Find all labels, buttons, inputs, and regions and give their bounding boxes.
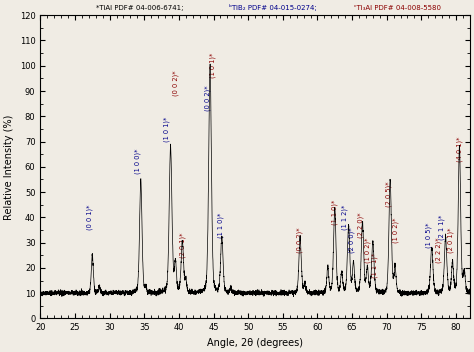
- Text: ᶜTi₃Al PDF# 04-008-5580: ᶜTi₃Al PDF# 04-008-5580: [354, 5, 441, 11]
- Text: (1 0 2)*: (1 0 2)*: [392, 217, 399, 243]
- X-axis label: Angle, 2θ (degrees): Angle, 2θ (degrees): [207, 338, 303, 348]
- Text: (1 1 1)*: (1 1 1)*: [372, 253, 378, 278]
- Text: (1 0 1)*: (1 0 1)*: [164, 116, 170, 142]
- Text: (2 0 0)*: (2 0 0)*: [349, 227, 356, 253]
- Text: (2 0 1)*: (2 0 1)*: [447, 227, 454, 253]
- Text: (1 0 0)*: (1 0 0)*: [134, 149, 141, 174]
- Text: (2 1 1)*: (2 1 1)*: [439, 215, 446, 240]
- Text: (4 0 1)*: (4 0 1)*: [456, 136, 463, 162]
- Text: (0 0 1)*: (0 0 1)*: [87, 205, 93, 230]
- Text: (1 0 1)*: (1 0 1)*: [210, 53, 216, 78]
- Text: (2 0 1)*: (2 0 1)*: [179, 232, 186, 258]
- Text: *TiAl PDF# 04-006-6741;: *TiAl PDF# 04-006-6741;: [96, 5, 186, 11]
- Text: (1 1 0)*: (1 1 0)*: [331, 200, 338, 225]
- Text: (2 0 5)*: (2 0 5)*: [385, 182, 392, 207]
- Text: (1 1 2)*: (1 1 2)*: [342, 205, 348, 230]
- Text: (0 0 2)*: (0 0 2)*: [297, 227, 303, 253]
- Text: (0 0 2)*: (0 0 2)*: [205, 86, 211, 111]
- Text: (1 0 5)*: (1 0 5)*: [425, 222, 431, 248]
- Y-axis label: Relative Intensity (%): Relative Intensity (%): [4, 114, 14, 220]
- Text: (1 0 2)*: (1 0 2)*: [365, 237, 371, 263]
- Text: (2 2 0)*: (2 2 0)*: [358, 212, 365, 238]
- Text: (0 0 2)*: (0 0 2)*: [172, 70, 179, 96]
- Text: (2 2 2)*: (2 2 2)*: [436, 237, 442, 263]
- Text: (1 1 0)*: (1 1 0)*: [217, 212, 224, 238]
- Text: ᵇTiB₂ PDF# 04-015-0274;: ᵇTiB₂ PDF# 04-015-0274;: [229, 4, 319, 11]
